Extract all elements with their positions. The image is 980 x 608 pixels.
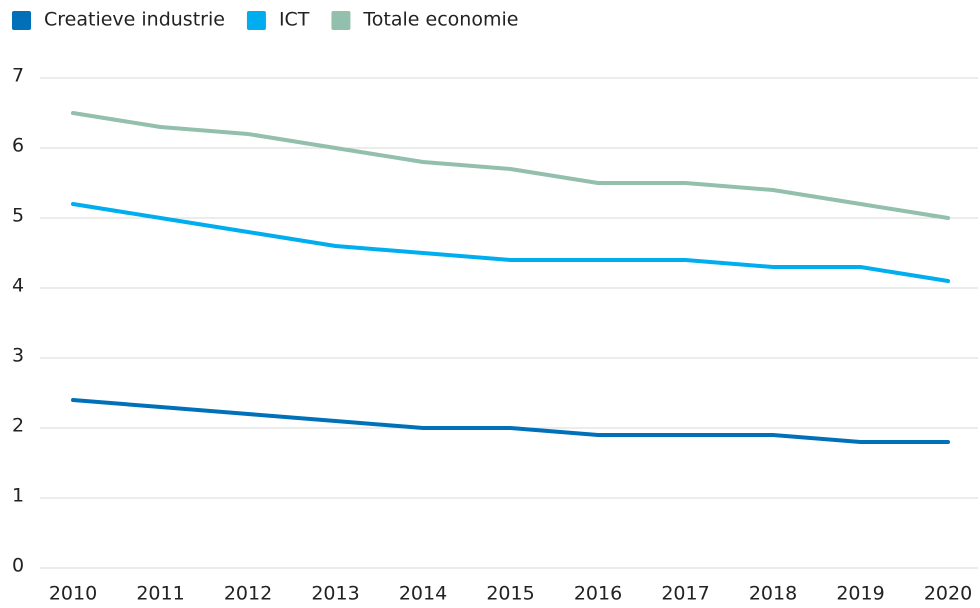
y-tick-label: 2 [12,415,24,437]
legend-label: Creatieve industrie [44,9,225,31]
y-tick-label: 3 [12,345,24,367]
y-tick-label: 5 [12,205,24,227]
y-tick-label: 4 [12,275,24,297]
y-tick-label: 1 [12,485,24,507]
x-tick-label: 2015 [486,583,534,605]
x-tick-label: 2012 [224,583,272,605]
legend-swatch [331,11,351,30]
legend-label: ICT [279,9,310,31]
x-tick-label: 2011 [136,583,184,605]
legend-swatch [12,11,31,30]
legend-swatch [246,11,266,30]
x-tick-label: 2020 [924,583,972,605]
legend-label: Totale economie [362,9,518,31]
line-series [71,111,950,220]
x-tick-label: 2017 [661,583,709,605]
y-tick-label: 0 [12,555,24,577]
x-tick-label: 2018 [749,583,797,605]
x-tick-label: 2010 [49,583,97,605]
x-tick-label: 2019 [836,583,884,605]
line-series [71,202,950,283]
x-tick-label: 2014 [399,583,447,605]
x-tick-label: 2013 [311,583,359,605]
line-series [71,398,950,444]
y-tick-label: 6 [12,135,24,157]
y-tick-label: 7 [12,65,24,87]
x-tick-label: 2016 [574,583,622,605]
